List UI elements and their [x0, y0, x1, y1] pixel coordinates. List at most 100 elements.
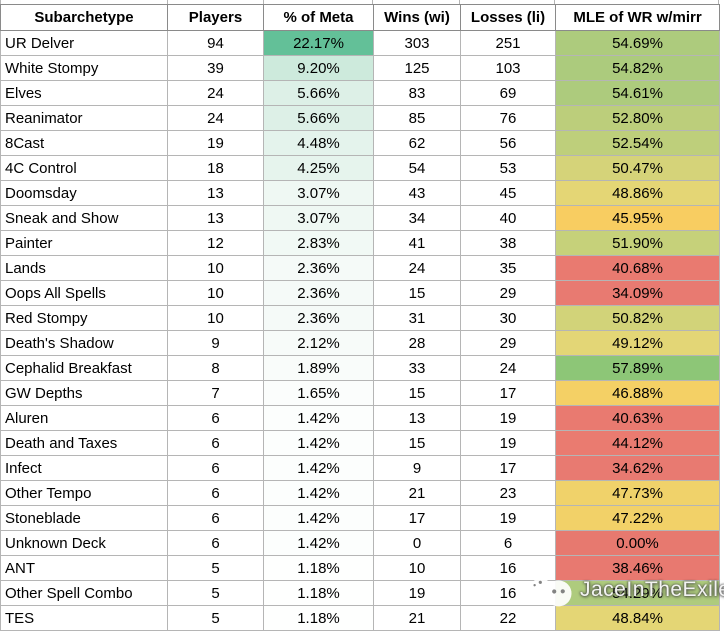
mle-winrate-cell: 38.46%	[555, 555, 720, 581]
wins-cell: 9	[373, 455, 461, 481]
mle-winrate-cell: 50.47%	[555, 155, 720, 181]
meta-share-cell: 5.66%	[263, 80, 374, 106]
meta-share-cell: 2.36%	[263, 280, 374, 306]
losses-cell: 17	[460, 455, 556, 481]
losses-cell: 16	[460, 580, 556, 606]
table-row: Painter 12 2.83% 41 38 51.90%	[0, 230, 720, 256]
players-cell: 12	[167, 230, 264, 256]
table-row: ANT 5 1.18% 10 16 38.46%	[0, 555, 720, 581]
players-cell: 6	[167, 530, 264, 556]
table-row: Oops All Spells 10 2.36% 15 29 34.09%	[0, 280, 720, 306]
deck-name-cell: Infect	[0, 455, 168, 481]
meta-share-cell: 2.36%	[263, 305, 374, 331]
wins-cell: 21	[373, 605, 461, 631]
wins-cell: 34	[373, 205, 461, 231]
deck-name-cell: Painter	[0, 230, 168, 256]
wins-cell: 24	[373, 255, 461, 281]
wins-cell: 21	[373, 480, 461, 506]
deck-name-cell: 4C Control	[0, 155, 168, 181]
players-cell: 10	[167, 280, 264, 306]
table-row: Elves 24 5.66% 83 69 54.61%	[0, 80, 720, 106]
deck-name-cell: Lands	[0, 255, 168, 281]
meta-share-cell: 1.18%	[263, 605, 374, 631]
losses-cell: 19	[460, 430, 556, 456]
losses-cell: 22	[460, 605, 556, 631]
table-row: UR Delver 94 22.17% 303 251 54.69%	[0, 30, 720, 56]
meta-share-cell: 3.07%	[263, 205, 374, 231]
meta-share-cell: 1.42%	[263, 405, 374, 431]
table-row: Death's Shadow 9 2.12% 28 29 49.12%	[0, 330, 720, 356]
players-cell: 6	[167, 430, 264, 456]
wins-cell: 0	[373, 530, 461, 556]
wins-cell: 125	[373, 55, 461, 81]
meta-share-cell: 2.83%	[263, 230, 374, 256]
players-cell: 24	[167, 105, 264, 131]
mle-winrate-cell: 54.82%	[555, 55, 720, 81]
table-row: Reanimator 24 5.66% 85 76 52.80%	[0, 105, 720, 131]
losses-cell: 38	[460, 230, 556, 256]
wins-cell: 15	[373, 280, 461, 306]
col-header-meta-share: % of Meta	[263, 4, 374, 31]
mle-winrate-cell: 52.80%	[555, 105, 720, 131]
deck-name-cell: Doomsday	[0, 180, 168, 206]
mle-winrate-cell: 40.68%	[555, 255, 720, 281]
players-cell: 18	[167, 155, 264, 181]
deck-name-cell: Unknown Deck	[0, 530, 168, 556]
wins-cell: 43	[373, 180, 461, 206]
wins-cell: 17	[373, 505, 461, 531]
deck-name-cell: Stoneblade	[0, 505, 168, 531]
table-row: Red Stompy 10 2.36% 31 30 50.82%	[0, 305, 720, 331]
wins-cell: 19	[373, 580, 461, 606]
wins-cell: 33	[373, 355, 461, 381]
partial-cell	[555, 0, 719, 4]
deck-name-cell: TES	[0, 605, 168, 631]
losses-cell: 24	[460, 355, 556, 381]
players-cell: 6	[167, 480, 264, 506]
players-cell: 9	[167, 330, 264, 356]
col-header-mle-winrate: MLE of WR w/mirr	[555, 4, 720, 31]
players-cell: 5	[167, 580, 264, 606]
losses-cell: 30	[460, 305, 556, 331]
table-row: Doomsday 13 3.07% 43 45 48.86%	[0, 180, 720, 206]
top-partial-row	[0, 0, 719, 4]
mle-winrate-cell: 34.09%	[555, 280, 720, 306]
header-row: Subarchetype Players % of Meta Wins (wi)…	[0, 4, 720, 31]
losses-cell: 6	[460, 530, 556, 556]
deck-name-cell: Other Spell Combo	[0, 580, 168, 606]
mle-winrate-cell: 47.73%	[555, 480, 720, 506]
players-cell: 8	[167, 355, 264, 381]
losses-cell: 23	[460, 480, 556, 506]
table-row: GW Depths 7 1.65% 15 17 46.88%	[0, 380, 720, 406]
losses-cell: 56	[460, 130, 556, 156]
meta-share-cell: 3.07%	[263, 180, 374, 206]
wins-cell: 62	[373, 130, 461, 156]
meta-share-cell: 4.25%	[263, 155, 374, 181]
mle-winrate-cell: 54.61%	[555, 80, 720, 106]
mle-winrate-cell: 57.89%	[555, 355, 720, 381]
table-row: Death and Taxes 6 1.42% 15 19 44.12%	[0, 430, 720, 456]
losses-cell: 76	[460, 105, 556, 131]
meta-breakdown-table: Subarchetype Players % of Meta Wins (wi)…	[0, 4, 720, 631]
deck-name-cell: White Stompy	[0, 55, 168, 81]
deck-name-cell: Oops All Spells	[0, 280, 168, 306]
col-header-losses: Losses (li)	[460, 4, 556, 31]
table-row: Infect 6 1.42% 9 17 34.62%	[0, 455, 720, 481]
table-row: TES 5 1.18% 21 22 48.84%	[0, 605, 720, 631]
meta-share-cell: 2.36%	[263, 255, 374, 281]
players-cell: 19	[167, 130, 264, 156]
deck-name-cell: Aluren	[0, 405, 168, 431]
players-cell: 13	[167, 205, 264, 231]
losses-cell: 53	[460, 155, 556, 181]
col-header-players: Players	[167, 4, 264, 31]
mle-winrate-cell: 34.62%	[555, 455, 720, 481]
meta-share-cell: 1.89%	[263, 355, 374, 381]
wins-cell: 85	[373, 105, 461, 131]
deck-name-cell: Death's Shadow	[0, 330, 168, 356]
mle-winrate-cell: 52.54%	[555, 130, 720, 156]
partial-cell	[264, 0, 374, 4]
table-row: Other Spell Combo 5 1.18% 19 16 54.29%	[0, 580, 720, 606]
deck-name-cell: UR Delver	[0, 30, 168, 56]
mle-winrate-cell: 49.12%	[555, 330, 720, 356]
table-row: White Stompy 39 9.20% 125 103 54.82%	[0, 55, 720, 81]
mle-winrate-cell: 51.90%	[555, 230, 720, 256]
